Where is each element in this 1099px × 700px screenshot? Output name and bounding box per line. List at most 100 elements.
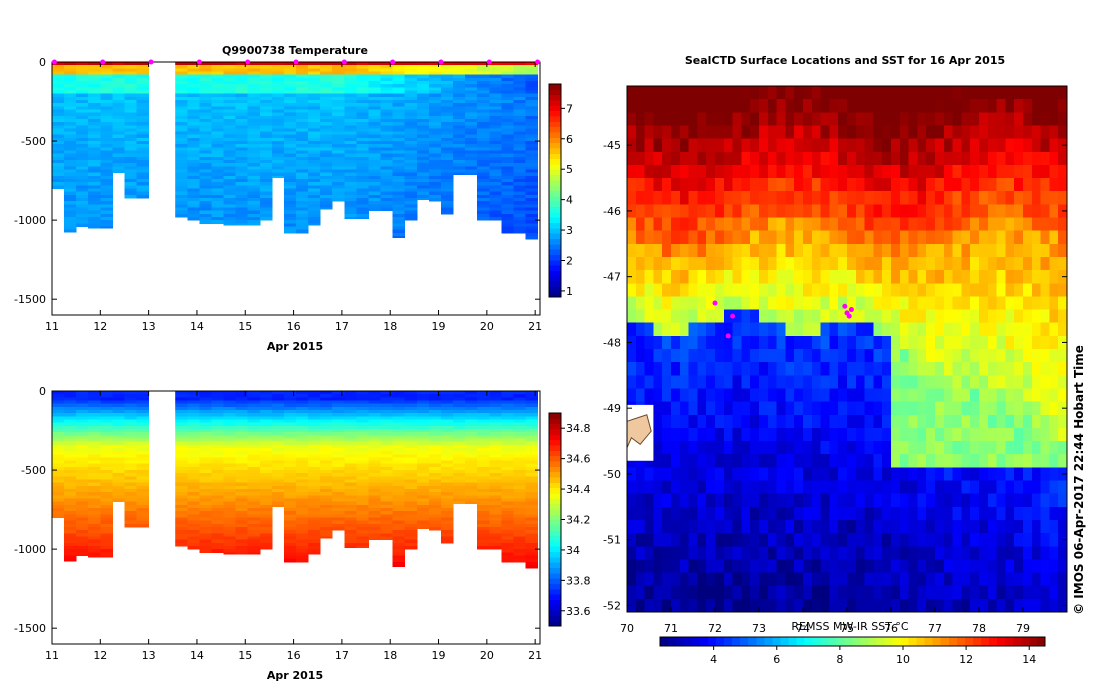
sst-cell	[1005, 322, 1015, 337]
salinity-cell	[296, 435, 309, 439]
sst-cell	[864, 191, 874, 205]
salinity-cell	[100, 438, 113, 443]
temperature-cell	[368, 150, 382, 155]
salinity-cell	[344, 460, 357, 465]
salinity-cell	[308, 428, 321, 433]
salinity-cell	[513, 441, 527, 446]
salinity-cell	[465, 460, 478, 465]
temperature-cell	[100, 118, 113, 123]
temperature-cell	[296, 118, 309, 123]
salinity-cell	[428, 482, 442, 487]
salinity-colorbar-swatch	[549, 556, 561, 563]
sst-cell	[697, 191, 707, 205]
temperature-cell	[76, 144, 89, 148]
sst-cell	[935, 138, 945, 153]
sst-cell	[1058, 283, 1068, 297]
temperature-cell	[100, 197, 113, 202]
salinity-cell	[392, 400, 406, 405]
temperature-cell	[247, 188, 261, 193]
temperature-cell	[296, 103, 309, 107]
salinity-cell	[88, 460, 101, 465]
temperature-cell	[440, 112, 454, 117]
salinity-cell	[453, 416, 466, 420]
sst-cell	[899, 322, 910, 337]
sst-cell	[679, 230, 690, 245]
salinity-cell	[211, 391, 225, 395]
salinity-cell	[88, 391, 101, 395]
salinity-cell	[175, 394, 188, 398]
sst-cell	[908, 335, 918, 350]
salinity-cell	[247, 549, 261, 553]
temperature-cell	[223, 160, 237, 164]
sst-cell	[864, 243, 874, 258]
temperature-cell	[124, 188, 138, 193]
salinity-cell	[308, 460, 321, 465]
temperature-cell	[489, 156, 502, 161]
temperature-cell	[235, 172, 249, 177]
temperature-cell	[392, 220, 406, 224]
sst-cell	[829, 178, 839, 192]
temperature-cell	[368, 169, 382, 174]
salinity-cell	[175, 517, 188, 522]
temperature-cell	[513, 188, 527, 193]
temperature-cell	[344, 112, 357, 117]
temperature-cell	[136, 172, 150, 177]
sst-cell	[1005, 125, 1015, 140]
salinity-cell	[368, 428, 382, 433]
salinity-cell	[283, 451, 297, 455]
salinity-cell	[64, 409, 77, 414]
sst-cell	[723, 362, 734, 376]
sst-cell	[935, 125, 945, 140]
sst-cell	[864, 322, 874, 337]
temperature-cell	[235, 71, 249, 76]
salinity-cell	[112, 425, 125, 430]
temperature-cell	[199, 96, 212, 101]
salinity-cell	[477, 492, 490, 496]
temperature-cell	[271, 99, 285, 104]
temperature-cell	[308, 169, 321, 174]
salinity-cell	[440, 451, 454, 455]
salinity-cell	[332, 463, 345, 468]
temperature-cell	[64, 220, 77, 224]
temperature-cell	[428, 125, 442, 129]
temperature-cell	[52, 77, 65, 82]
salinity-cell	[223, 428, 237, 433]
temperature-cell	[76, 150, 89, 155]
salinity-cell	[175, 454, 188, 458]
temperature-cell	[513, 84, 527, 88]
salinity-cell	[199, 394, 212, 398]
salinity-cell	[308, 508, 321, 512]
sst-cell	[723, 335, 734, 350]
salinity-cell	[88, 403, 101, 408]
salinity-cell	[501, 517, 514, 522]
sst-cell	[891, 230, 901, 245]
salinity-cell	[247, 536, 261, 541]
salinity-cell	[489, 508, 502, 512]
temperature-cell	[88, 115, 101, 120]
temperature-cell	[199, 216, 212, 221]
salinity-cell	[344, 536, 357, 541]
salinity-colorbar-swatch	[549, 423, 561, 430]
salinity-cell	[76, 454, 89, 458]
salinity-cell	[235, 432, 249, 436]
salinity-xtick-label: 13	[142, 649, 156, 662]
sst-cell	[908, 243, 918, 258]
salinity-cell	[88, 501, 101, 506]
salinity-cell	[52, 457, 65, 462]
temperature-cell	[416, 106, 430, 110]
salinity-cell	[453, 466, 466, 471]
salinity-cell	[235, 397, 249, 401]
temperature-cell	[440, 141, 454, 145]
temperature-colorbar-swatch	[549, 217, 561, 224]
salinity-cell	[112, 403, 125, 408]
temperature-cell	[175, 125, 188, 129]
salinity-cell	[465, 403, 478, 408]
sst-cell	[697, 256, 707, 271]
salinity-cell	[513, 526, 527, 531]
salinity-cell	[320, 457, 333, 462]
salinity-cell	[175, 473, 188, 477]
salinity-cell	[52, 441, 65, 446]
temperature-cell	[489, 62, 502, 66]
sst-cell	[1058, 86, 1068, 100]
sst-cell	[679, 309, 690, 324]
